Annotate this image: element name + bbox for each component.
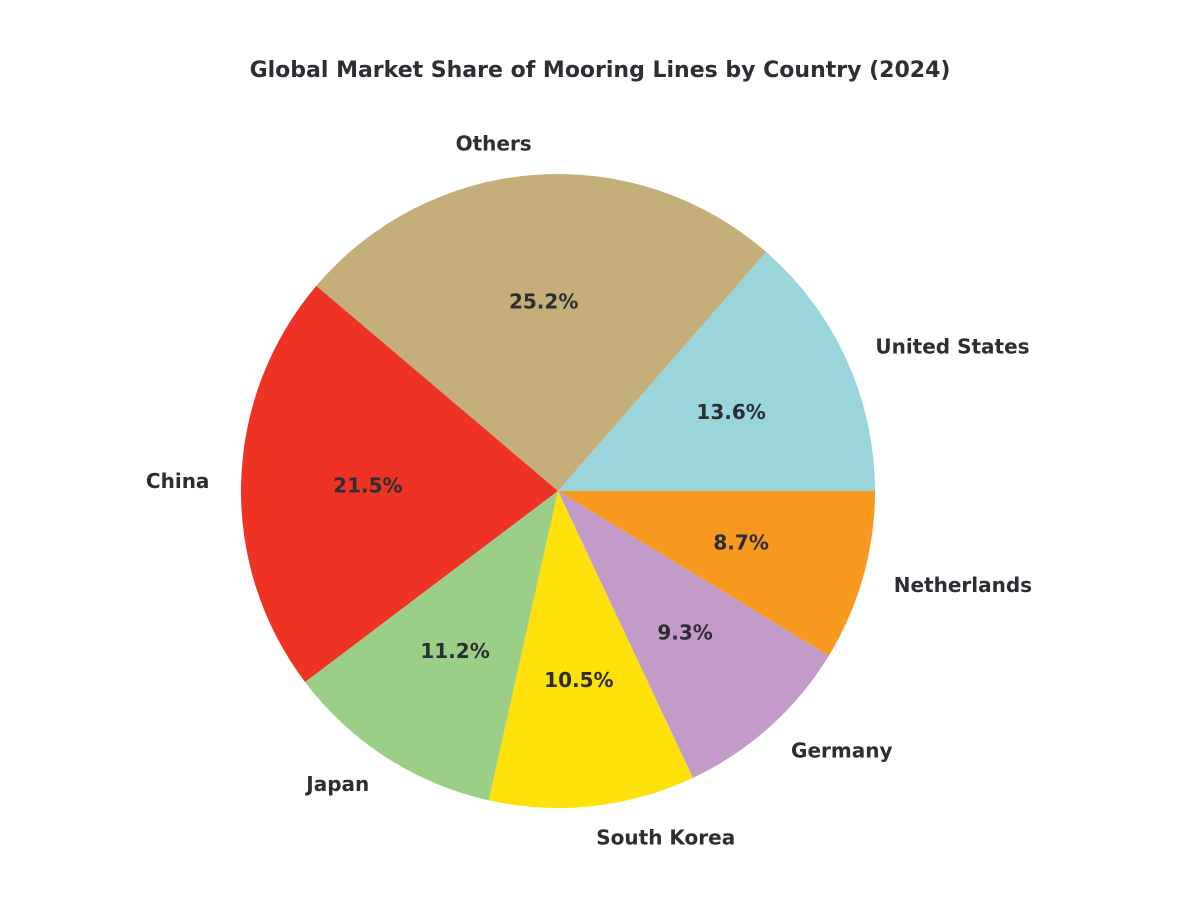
- chart-title: Global Market Share of Mooring Lines by …: [249, 58, 951, 83]
- percent-label-south-korea: 10.5%: [544, 668, 613, 692]
- slice-label-united-states: United States: [875, 335, 1029, 359]
- pie-slice-japan: [305, 491, 558, 801]
- slice-label-others: Others: [456, 131, 532, 155]
- slice-name-labels: United States Others China Japan South Korea…: [146, 131, 1032, 849]
- slice-label-netherlands: Netherlands: [894, 573, 1032, 597]
- percent-label-japan: 11.2%: [420, 639, 489, 663]
- slice-label-germany: Germany: [791, 738, 892, 762]
- percent-label-united-states: 13.6%: [696, 400, 765, 424]
- percent-label-germany: 9.3%: [657, 620, 712, 644]
- pie-slice-germany: [558, 491, 829, 778]
- slice-label-china: China: [146, 469, 210, 493]
- pie-slice-china: [240, 285, 558, 683]
- pie-slice-south-korea: [488, 491, 693, 808]
- percent-label-others: 25.2%: [509, 289, 578, 313]
- pie-slices: [240, 173, 876, 808]
- pie-slice-netherlands: [558, 491, 875, 656]
- pie-slice-united-states: [558, 251, 876, 491]
- percent-label-china: 21.5%: [333, 474, 402, 498]
- percent-labels: 13.6% 25.2% 21.5% 11.2% 10.5% 9.3% 8.7%: [333, 289, 769, 692]
- pie-slice-others: [316, 173, 767, 491]
- slice-label-south-korea: South Korea: [596, 826, 735, 850]
- slice-label-japan: Japan: [304, 772, 369, 796]
- percent-label-netherlands: 8.7%: [713, 530, 768, 554]
